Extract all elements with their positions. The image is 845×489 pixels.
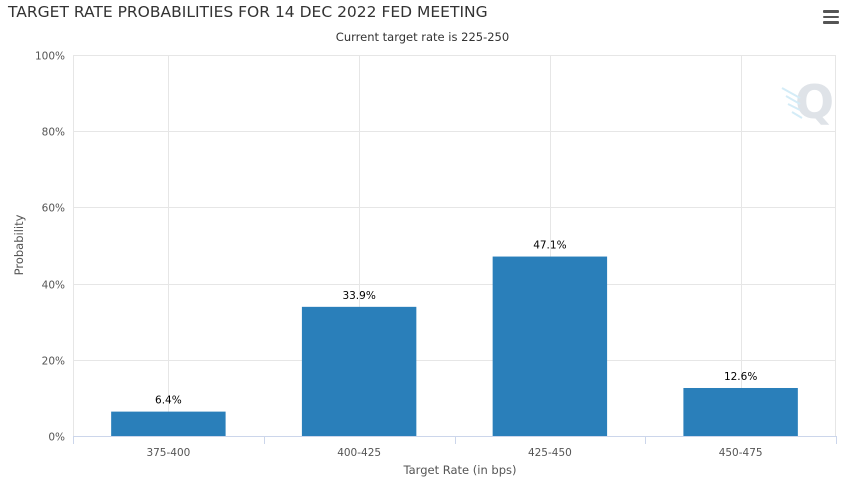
bar-425-450[interactable] bbox=[492, 256, 608, 436]
bar-400-425[interactable] bbox=[301, 306, 417, 436]
q-logo-icon: Q bbox=[781, 75, 834, 129]
x-axis-title: Target Rate (in bps) bbox=[403, 463, 517, 477]
x-tick-label: 400-425 bbox=[337, 447, 381, 459]
y-tick-label: 80% bbox=[42, 127, 65, 139]
y-tick-label: 60% bbox=[42, 203, 65, 215]
y-tick-label: 40% bbox=[42, 280, 65, 292]
svg-text:Q: Q bbox=[795, 75, 834, 129]
y-tick-label: 0% bbox=[48, 432, 65, 444]
data-label: 6.4% bbox=[155, 395, 182, 407]
y-tick-label: 100% bbox=[35, 51, 65, 63]
data-label: 33.9% bbox=[342, 290, 375, 302]
data-label: 47.1% bbox=[533, 240, 566, 252]
x-tick-label: 450-475 bbox=[719, 447, 763, 459]
hamburger-menu-icon[interactable] bbox=[823, 10, 839, 24]
y-tick-label: 20% bbox=[42, 356, 65, 368]
axes: 375-400 400-425 425-450 450-475 bbox=[73, 436, 837, 459]
y-axis-title: Probability bbox=[12, 214, 26, 275]
x-tick-label: 425-450 bbox=[528, 447, 572, 459]
grid-lines: 0% 20% 40% 60% 80% 100% bbox=[35, 51, 836, 444]
chart-title: TARGET RATE PROBABILITIES FOR 14 DEC 202… bbox=[8, 3, 488, 21]
bar-450-475[interactable] bbox=[683, 387, 798, 436]
data-label: 12.6% bbox=[724, 371, 757, 383]
bars: 6.4% 33.9% 47.1% 12.6% bbox=[111, 240, 798, 436]
x-tick-label: 375-400 bbox=[146, 447, 190, 459]
chart-subtitle: Current target rate is 225-250 bbox=[335, 30, 510, 44]
bar-375-400[interactable] bbox=[111, 411, 226, 436]
